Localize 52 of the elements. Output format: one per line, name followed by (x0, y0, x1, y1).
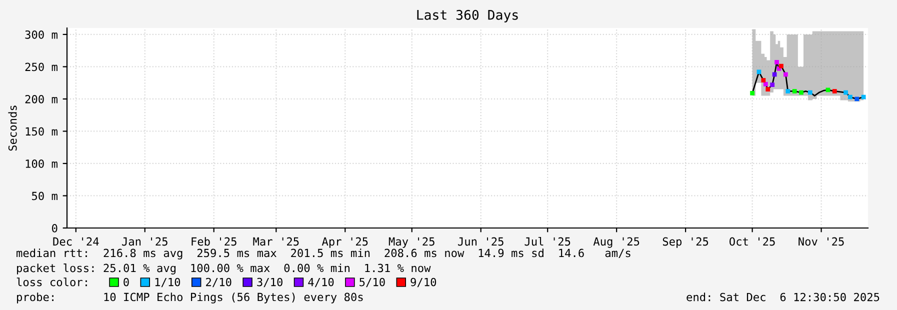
text: median rtt: 216.8 ms avg 259.5 ms max 201.5 ms min 208.6 ms now 14.9 ms sd 14.6 am/s (16, 248, 630, 260)
chart-title: Last 360 Days (417, 10, 518, 22)
x-tick-label: Jan '25 (122, 237, 168, 246)
legend-label: 9/10 (410, 278, 436, 288)
x-tick-label: Mar '25 (253, 237, 299, 246)
point (792, 89, 797, 94)
x-tick-label: Nov '25 (798, 237, 844, 246)
x-tick-label: Jul '25 (524, 237, 570, 246)
legend-label: 4/10 (308, 278, 334, 288)
y-tick-label: 150 m (26, 127, 58, 136)
text: packet loss: 25.01 % avg 100.00 % max 0.00 % min 1.31 % now (17, 264, 431, 274)
point (808, 90, 812, 95)
y-tick-label: 100 m (26, 159, 58, 168)
point (786, 89, 790, 94)
point (848, 94, 852, 100)
x-tick-label: Dec '24 (53, 237, 99, 246)
point (779, 64, 784, 68)
x-tick-label: Jun '25 (458, 237, 504, 246)
y-tick-label: 0 (52, 224, 58, 232)
text: probe: 10 ICMP Echo Pings (56 Bytes) every 80s (17, 292, 363, 304)
x-tick-label: Aug '25 (593, 237, 640, 248)
point (761, 78, 766, 82)
y-tick-label: 50 m (32, 192, 58, 200)
point (854, 96, 860, 102)
line-series (752, 62, 864, 100)
x-tick-label: Feb '25 (192, 237, 236, 246)
y-tick-label: 200 m (25, 94, 58, 104)
legend-label: 2/10 (206, 278, 232, 288)
y-tick-label: 250 m (25, 62, 58, 72)
x-tick-label: May '25 (388, 237, 434, 248)
legend-title: loss color: (16, 278, 87, 286)
point (774, 60, 779, 64)
point (766, 87, 770, 92)
legend-label: 1/10 (155, 278, 180, 288)
y-tick-label: 300 m (25, 30, 58, 39)
point (763, 82, 768, 86)
x-tick-label: Oct '25 (730, 237, 775, 246)
point (844, 90, 848, 95)
legend-label: 5/10 (360, 278, 385, 288)
point (750, 90, 754, 96)
x-tick-label: Sep '25 (662, 237, 708, 248)
point (770, 82, 775, 87)
point (783, 72, 788, 77)
legend-label: 0 (124, 278, 129, 286)
point (832, 89, 837, 94)
legend-label: 3/10 (257, 278, 282, 288)
y-axis-title: Seconds (8, 106, 17, 151)
point (799, 90, 804, 95)
text: end: Sat Dec 6 12:30:50 2025 (686, 292, 880, 302)
x-tick-label: Apr '25 (322, 237, 368, 248)
point (826, 88, 830, 92)
point (756, 70, 762, 74)
